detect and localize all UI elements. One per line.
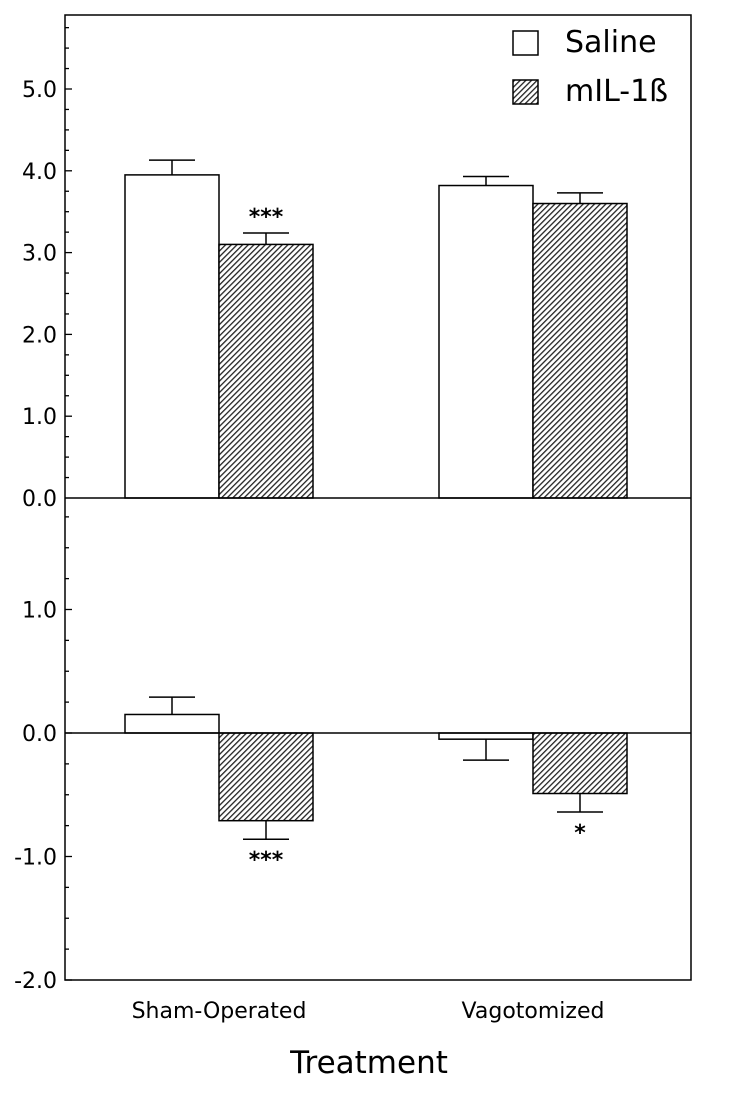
bar-mil1b xyxy=(532,732,628,795)
error-bars-layer xyxy=(149,159,603,840)
bar-mil1b xyxy=(218,732,314,822)
significance-layer: ******* xyxy=(249,205,587,873)
x-axis-title: Treatment xyxy=(289,1045,448,1081)
legend-label-saline: Saline xyxy=(565,25,657,60)
y-tick-label: 1.0 xyxy=(22,405,57,430)
lower-y-axis: -2.0 -1.0 0.0 1.0 xyxy=(14,516,72,994)
category-label-sham: Sham-Operated xyxy=(132,999,307,1024)
legend: Saline mIL-1ß xyxy=(512,25,668,109)
y-tick-label: 0.0 xyxy=(22,722,57,747)
y-tick-label: 2.0 xyxy=(22,323,57,348)
y-tick-label: 5.0 xyxy=(22,78,57,103)
upper-y-axis: 0.0 1.0 2.0 3.0 4.0 5.0 xyxy=(22,26,72,512)
significance-marker: * xyxy=(574,821,586,846)
y-tick-label: -2.0 xyxy=(14,969,57,994)
significance-marker: *** xyxy=(249,848,284,873)
y-tick-label: 3.0 xyxy=(22,242,57,267)
bar-mil1b xyxy=(532,202,628,499)
y-tick-label: 1.0 xyxy=(22,599,57,624)
legend-swatch-mil1b xyxy=(512,79,539,105)
y-tick-label: 4.0 xyxy=(22,160,57,185)
legend-swatch-saline xyxy=(512,30,539,56)
bar-saline xyxy=(438,732,534,740)
y-tick-label: -1.0 xyxy=(14,846,57,871)
significance-marker: *** xyxy=(249,205,284,230)
y-tick-label: 0.0 xyxy=(22,487,57,512)
category-label-vagotomized: Vagotomized xyxy=(462,999,605,1024)
bar-mil1b xyxy=(218,243,314,499)
bars-layer xyxy=(124,174,628,822)
bar-saline xyxy=(438,184,534,499)
legend-label-mil1b: mIL-1ß xyxy=(565,74,668,109)
bar-saline xyxy=(124,174,220,499)
bar-saline xyxy=(124,713,220,734)
